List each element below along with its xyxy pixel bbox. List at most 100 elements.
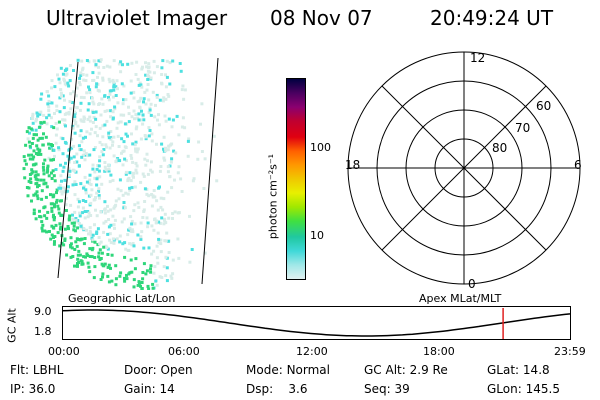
emission-pixels: [22, 58, 219, 290]
emission-pixel: [141, 277, 145, 281]
emission-pixel: [164, 149, 168, 153]
emission-pixel: [122, 206, 126, 210]
emission-pixel: [96, 164, 100, 167]
emission-pixel: [200, 102, 204, 106]
emission-pixel: [197, 140, 201, 144]
emission-pixel: [46, 210, 50, 214]
emission-pixel: [180, 190, 184, 193]
emission-pixel: [107, 98, 111, 102]
emission-pixel: [98, 242, 102, 246]
emission-pixel: [70, 246, 74, 250]
emission-pixel: [76, 205, 80, 209]
emission-pixel: [135, 150, 139, 154]
emission-pixel: [52, 218, 56, 222]
emission-pixel: [88, 247, 92, 251]
emission-pixel: [43, 214, 47, 218]
emission-pixel: [82, 96, 86, 100]
emission-pixel: [108, 80, 112, 84]
emission-pixel: [28, 144, 32, 148]
emission-pixel: [159, 238, 163, 242]
emission-pixel: [66, 185, 70, 189]
emission-pixel: [133, 117, 136, 121]
emission-pixel: [109, 266, 112, 270]
emission-pixel: [108, 238, 112, 242]
emission-pixel: [80, 68, 84, 72]
emission-pixel: [98, 155, 102, 159]
emission-pixel: [110, 279, 114, 283]
emission-pixel: [112, 135, 116, 139]
emission-pixel: [139, 137, 143, 141]
emission-pixel: [130, 228, 134, 232]
emission-pixel: [145, 88, 149, 92]
emission-pixel: [155, 199, 159, 203]
emission-pixel: [178, 62, 182, 65]
emission-pixel: [130, 186, 134, 190]
emission-pixel: [79, 182, 83, 186]
emission-pixel: [60, 94, 63, 98]
emission-pixel: [101, 275, 104, 279]
colorbar-unit-label: photon cm⁻²s⁻¹: [266, 153, 280, 240]
emission-pixel: [25, 130, 29, 134]
emission-pixel: [65, 196, 68, 200]
emission-pixel: [35, 190, 39, 194]
emission-pixel: [50, 224, 54, 228]
emission-pixel: [83, 153, 87, 157]
emission-pixel: [27, 126, 31, 130]
emission-pixel: [144, 73, 148, 77]
emission-pixel: [109, 130, 113, 133]
emission-pixel: [115, 79, 119, 83]
emission-pixel: [33, 175, 37, 179]
emission-pixel: [169, 160, 173, 164]
emission-pixel: [126, 192, 130, 196]
emission-pixel: [62, 77, 66, 81]
emission-pixel: [124, 170, 128, 174]
emission-pixel: [70, 221, 74, 225]
emission-pixel: [101, 135, 105, 139]
emission-pixel: [127, 272, 131, 276]
emission-pixel: [62, 186, 66, 190]
emission-pixel: [72, 221, 76, 225]
emission-pixel: [84, 200, 88, 203]
emission-pixel: [61, 118, 65, 122]
emission-pixel: [156, 118, 159, 122]
emission-pixel: [122, 140, 126, 144]
emission-pixel: [91, 238, 95, 242]
emission-pixel: [107, 280, 111, 284]
emission-pixel: [72, 224, 76, 228]
emission-pixel: [52, 213, 55, 217]
emission-pixel: [144, 61, 147, 65]
emission-pixel: [31, 157, 35, 161]
emission-pixel: [108, 180, 112, 184]
emission-pixel: [39, 215, 43, 219]
emission-pixel: [78, 134, 82, 138]
emission-pixel: [27, 186, 31, 190]
emission-pixel: [134, 127, 138, 131]
emission-pixel: [74, 240, 78, 244]
emission-pixel: [171, 272, 175, 276]
emission-pixel: [115, 126, 119, 130]
timeline-x-label-3: 18:00: [423, 345, 455, 358]
emission-pixel: [164, 239, 168, 243]
emission-pixel: [67, 167, 71, 171]
emission-pixel: [141, 113, 145, 117]
emission-pixel: [146, 159, 149, 163]
emission-pixel: [27, 140, 31, 144]
emission-pixel: [155, 93, 159, 97]
emission-pixel: [155, 219, 159, 223]
emission-pixel: [41, 223, 45, 227]
emission-pixel: [123, 255, 127, 259]
emission-pixel: [138, 281, 141, 285]
emission-pixel: [99, 257, 103, 260]
emission-pixel: [192, 177, 196, 181]
timeline-x-label-4: 23:59: [554, 345, 586, 358]
emission-pixel: [146, 78, 150, 81]
emission-pixel: [93, 240, 97, 244]
emission-pixel: [139, 83, 143, 87]
emission-pixel: [141, 172, 145, 176]
emission-pixel: [100, 262, 104, 266]
emission-pixel: [153, 265, 157, 269]
apex-label: Apex MLat/MLT: [419, 292, 502, 305]
emission-pixel: [136, 116, 140, 120]
emission-pixel: [62, 106, 66, 110]
emission-pixel: [109, 173, 113, 177]
